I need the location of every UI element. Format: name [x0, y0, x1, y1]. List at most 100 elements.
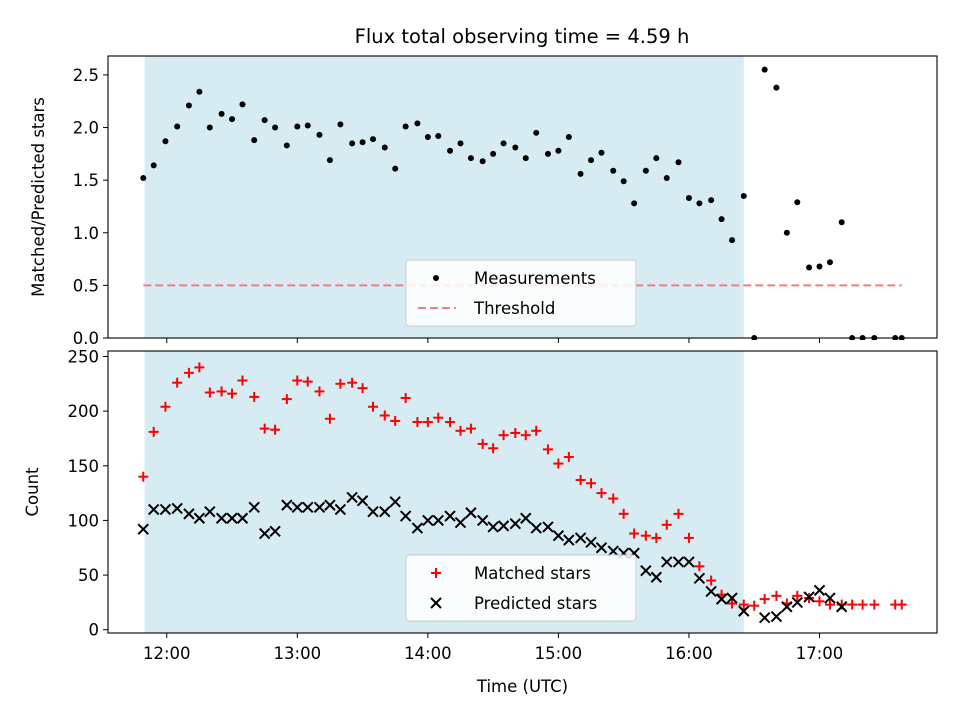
x-b — [520, 512, 532, 524]
x-b — [432, 514, 445, 527]
measurement-point — [653, 155, 660, 162]
matched-star-marker — [216, 386, 227, 397]
matched-star-marker — [771, 590, 782, 601]
predicted-star-marker — [302, 501, 314, 514]
measurement-point — [381, 144, 388, 151]
x-b — [595, 542, 608, 554]
predicted-star-marker — [585, 536, 597, 548]
measurement-point — [251, 137, 258, 144]
predicted-star-marker — [813, 584, 826, 597]
measurement-point — [140, 175, 147, 182]
predicted-star-marker — [411, 522, 424, 534]
predicted-star-marker — [226, 512, 238, 524]
matched-star-marker — [433, 412, 444, 423]
matched-star-marker — [488, 443, 499, 454]
predicted-star-marker — [389, 496, 401, 508]
y-tick-label: 100 — [68, 511, 100, 530]
y-tick-label: 2.5 — [73, 66, 99, 85]
bottom-panel-axes: 0 50 100 150 200 250 12:00 13:00 14:00 15:00 16:00… — [23, 347, 843, 696]
predicted-star-marker — [542, 521, 554, 533]
y-tick-label: 2.0 — [73, 119, 99, 138]
predicted-star-marker — [530, 522, 542, 534]
x-b — [334, 503, 347, 516]
y-tick-label: 200 — [68, 402, 100, 421]
measurement-point — [685, 195, 692, 202]
matched-star-marker — [520, 430, 531, 441]
bottom-panel-marks — [137, 362, 907, 624]
predicted-star-marker — [432, 514, 445, 527]
x-b — [324, 499, 336, 511]
x-b — [159, 503, 172, 516]
predicted-star-marker — [574, 532, 587, 544]
legend-label: Matched stars — [474, 564, 591, 583]
measurement-point — [304, 122, 311, 129]
matched-star-marker — [586, 478, 597, 489]
matched-star-marker — [629, 528, 640, 539]
x-b — [454, 516, 467, 529]
measurement-point — [414, 120, 421, 127]
matched-star-marker — [400, 393, 411, 403]
top-panel: 0.0 0.5 1.0 1.5 2.0 2.5 Matched/Predicted star… — [29, 55, 938, 348]
predicted-star-marker — [509, 517, 522, 530]
predicted-star-marker — [334, 503, 347, 516]
measurement-point — [522, 155, 529, 162]
matched-star-marker — [477, 438, 488, 449]
matched-star-marker — [596, 488, 607, 499]
measurement-point — [479, 158, 486, 165]
x-b — [258, 527, 271, 540]
measurement-point — [512, 144, 519, 151]
matched-star-marker — [281, 394, 292, 405]
measurement-point — [718, 216, 725, 223]
measurement-point — [316, 131, 323, 138]
matched-star-marker — [683, 532, 694, 543]
predicted-star-marker — [476, 514, 489, 527]
measurement-point — [359, 139, 366, 146]
measurement-point — [598, 149, 605, 156]
matched-star-marker — [869, 599, 880, 610]
x-b — [791, 596, 804, 609]
x-b — [399, 510, 412, 522]
matched-star-marker — [292, 375, 303, 386]
x-b — [248, 501, 260, 514]
matched-star-marker — [749, 600, 760, 611]
measurement-point — [467, 155, 474, 162]
measurement-point — [729, 237, 736, 244]
matched-star-marker — [347, 377, 358, 388]
x-b — [269, 525, 281, 538]
x-b — [313, 501, 326, 514]
predicted-star-marker — [444, 510, 456, 522]
x-tick-label: 15:00 — [535, 644, 583, 663]
x-b — [650, 571, 663, 583]
measurement-point — [761, 66, 768, 73]
predicted-star-marker — [367, 505, 379, 518]
matched-star-marker — [445, 417, 456, 428]
predicted-star-marker — [171, 502, 183, 515]
predicted-star-marker — [520, 512, 532, 524]
legend-measurement-swatch — [433, 275, 439, 281]
x-b — [803, 591, 815, 603]
predicted-star-marker — [683, 556, 695, 568]
predicted-star-marker — [672, 556, 685, 568]
x-b — [715, 593, 728, 605]
predicted-star-marker — [183, 508, 195, 520]
x-b — [465, 507, 477, 519]
matched-star-marker — [847, 599, 858, 610]
matched-star-marker — [563, 452, 574, 463]
measurement-point — [402, 123, 409, 130]
predicted-star-marker — [487, 521, 499, 533]
x-b — [509, 517, 522, 530]
predicted-star-marker — [693, 572, 706, 585]
predicted-star-marker — [137, 523, 149, 535]
matched-star-marker — [673, 508, 684, 519]
x-b — [683, 556, 695, 568]
x-b — [302, 501, 314, 514]
bottom-panel-frame — [107, 350, 938, 634]
measurement-point — [239, 101, 246, 108]
x-tick-label: 16:00 — [665, 644, 713, 663]
measurement-point — [326, 157, 333, 164]
x-b — [813, 584, 826, 597]
matched-star-marker — [510, 427, 521, 438]
matched-star-marker — [857, 599, 868, 610]
predicted-star-marker — [640, 564, 652, 577]
predicted-star-marker — [269, 525, 281, 538]
